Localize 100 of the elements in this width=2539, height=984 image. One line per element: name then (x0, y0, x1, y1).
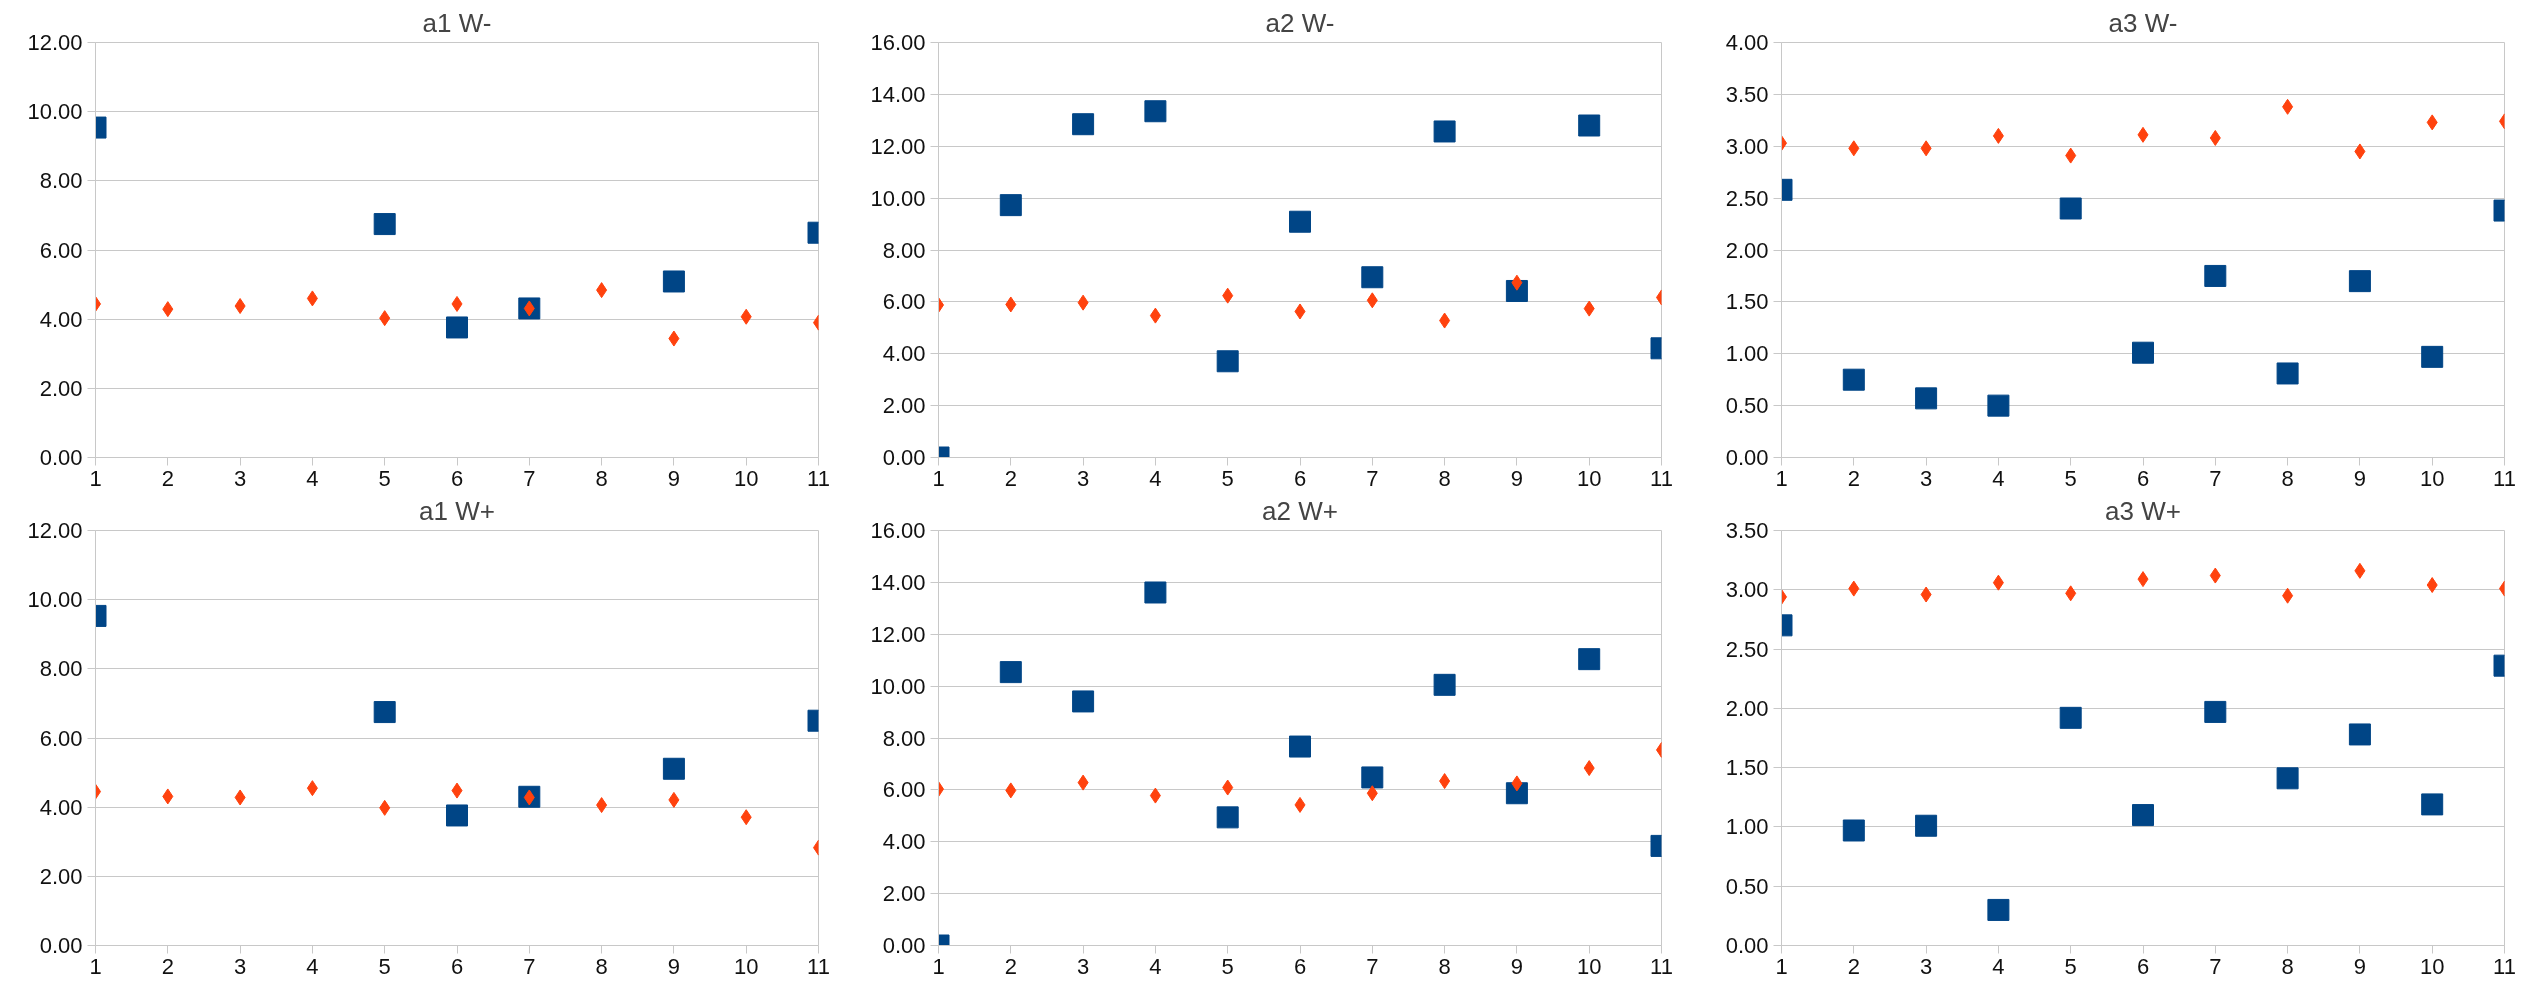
x-tick-label: 5 (2064, 465, 2077, 491)
chart-title: a2 W- (1265, 7, 1335, 38)
x-tick-label: 6 (1293, 953, 1307, 979)
y-tick-label: 4.00 (1725, 30, 1769, 55)
x-tick-label: 10 (733, 465, 759, 491)
y-tick-label: 1.50 (1725, 755, 1769, 781)
y-tick-label: 8.00 (39, 656, 83, 682)
y-tick-label: 0.50 (1725, 873, 1769, 899)
y-tick-label: 0.00 (882, 933, 926, 958)
y-tick-label: 3.50 (1725, 81, 1769, 107)
y-tick-label: 2.00 (882, 881, 926, 907)
x-tick-label: 10 (1576, 953, 1602, 979)
y-tick-label: 3.00 (1725, 133, 1769, 159)
x-tick-label: 8 (595, 953, 608, 979)
y-tick-label: 0.00 (1725, 933, 1769, 958)
chart-title: a3 W- (2108, 7, 2178, 38)
x-tick-label: 8 (595, 465, 608, 491)
x-tick-label: 4 (1149, 953, 1162, 979)
y-tick-label: 12.00 (870, 133, 926, 159)
y-tick-label: 2.00 (39, 863, 83, 889)
x-tick-label: 3 (1919, 953, 1933, 979)
x-tick-label: 3 (233, 953, 247, 979)
x-tick-label: 1 (932, 465, 945, 491)
x-tick-label: 11 (2493, 465, 2516, 491)
x-tick-label: 2 (1004, 953, 1017, 979)
y-tick-label: 6.00 (882, 289, 926, 315)
y-tick-label: 2.50 (1725, 636, 1769, 662)
x-tick-label: 5 (378, 953, 391, 979)
x-tick-label: 7 (1366, 465, 1379, 491)
y-tick-label: 8.00 (39, 168, 83, 194)
y-tick-label: 10.00 (870, 673, 926, 699)
x-tick-label: 1 (89, 465, 102, 491)
y-tick-label: 10.00 (870, 185, 926, 211)
y-tick-label: 0.50 (1725, 393, 1769, 419)
x-tick-label: 9 (1510, 465, 1524, 491)
x-tick-label: 2 (161, 465, 174, 491)
chart-title: a1 W- (422, 7, 492, 38)
y-tick-label: 6.00 (882, 777, 926, 803)
y-tick-label: 12.00 (870, 621, 926, 647)
y-tick-label: 4.00 (882, 341, 926, 367)
x-tick-label: 7 (2209, 953, 2222, 979)
y-tick-label: 10.00 (27, 587, 83, 613)
x-tick-label: 7 (1366, 953, 1379, 979)
x-tick-label: 9 (1510, 953, 1524, 979)
x-tick-label: 6 (2136, 953, 2150, 979)
x-tick-label: 10 (1576, 465, 1602, 491)
y-tick-label: 0.00 (39, 933, 83, 958)
chart-title: a2 W+ (1262, 495, 1338, 526)
y-tick-label: 1.00 (1725, 814, 1769, 840)
x-tick-label: 4 (306, 953, 319, 979)
y-tick-label: 2.00 (1725, 695, 1769, 721)
chart-title: a3 W+ (2105, 495, 2181, 526)
y-tick-label: 16.00 (870, 518, 926, 543)
x-tick-label: 4 (1149, 465, 1162, 491)
x-tick-label: 2 (1004, 465, 1017, 491)
y-tick-label: 6.00 (39, 237, 83, 263)
x-tick-label: 7 (523, 953, 536, 979)
y-tick-label: 8.00 (882, 725, 926, 751)
x-tick-label: 4 (1992, 465, 2005, 491)
x-tick-label: 11 (1650, 465, 1673, 491)
y-tick-label: 4.00 (882, 829, 926, 855)
x-tick-label: 6 (2136, 465, 2150, 491)
chart-title: a1 W+ (419, 495, 495, 526)
y-tick-label: 1.00 (1725, 341, 1769, 367)
x-tick-label: 2 (161, 953, 174, 979)
y-tick-label: 12.00 (27, 518, 83, 543)
y-tick-label: 2.00 (882, 393, 926, 419)
x-tick-label: 7 (2209, 465, 2222, 491)
x-tick-label: 8 (2281, 465, 2294, 491)
x-tick-label: 8 (1438, 953, 1451, 979)
x-tick-label: 4 (1992, 953, 2005, 979)
x-tick-label: 2 (1847, 953, 1860, 979)
y-tick-label: 3.50 (1725, 518, 1769, 543)
x-tick-label: 11 (2493, 953, 2516, 979)
y-tick-label: 3.00 (1725, 577, 1769, 603)
y-tick-label: 16.00 (870, 30, 926, 55)
x-tick-label: 9 (667, 953, 681, 979)
x-tick-label: 6 (1293, 465, 1307, 491)
y-tick-label: 0.00 (1725, 445, 1769, 470)
y-tick-label: 2.00 (1725, 237, 1769, 263)
y-tick-label: 1.50 (1725, 289, 1769, 315)
x-tick-label: 3 (1919, 465, 1933, 491)
y-tick-label: 14.00 (870, 569, 926, 595)
x-tick-label: 10 (2419, 953, 2445, 979)
x-tick-label: 6 (450, 465, 464, 491)
x-tick-label: 11 (1650, 953, 1673, 979)
y-tick-label: 4.00 (39, 794, 83, 820)
x-tick-label: 11 (807, 465, 830, 491)
y-tick-label: 12.00 (27, 30, 83, 55)
x-tick-label: 5 (378, 465, 391, 491)
y-tick-label: 6.00 (39, 725, 83, 751)
y-tick-label: 0.00 (882, 445, 926, 470)
y-tick-label: 0.00 (39, 445, 83, 470)
x-tick-label: 3 (1076, 953, 1090, 979)
x-tick-label: 2 (1847, 465, 1860, 491)
x-tick-label: 10 (2419, 465, 2445, 491)
x-tick-label: 5 (2064, 953, 2077, 979)
x-tick-label: 9 (2353, 465, 2367, 491)
x-tick-label: 1 (89, 953, 102, 979)
x-tick-label: 9 (667, 465, 681, 491)
